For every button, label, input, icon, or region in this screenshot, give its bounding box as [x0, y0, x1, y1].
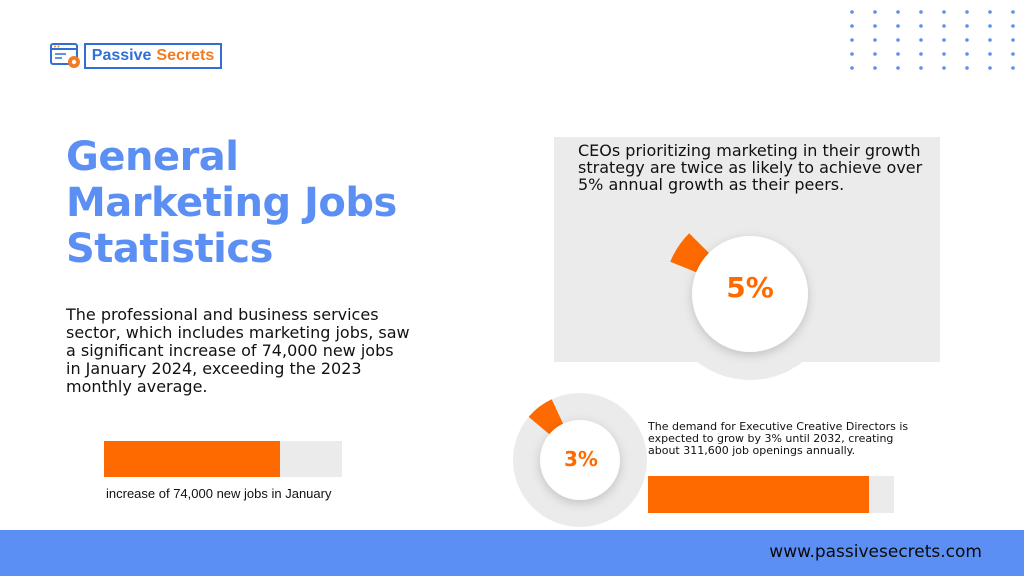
dot: [965, 52, 969, 56]
jobs-increase-bar-fill: [104, 441, 281, 477]
ecd-growth-bar: [648, 476, 894, 513]
dot: [942, 52, 946, 56]
dot: [873, 10, 877, 14]
brand-word-secrets: Secrets: [156, 47, 215, 64]
ceo-ring-center: [692, 236, 808, 352]
ecd-ring-segment: [528, 399, 564, 435]
dot: [896, 66, 900, 70]
dot: [942, 24, 946, 28]
dot: [896, 52, 900, 56]
dot: [988, 24, 992, 28]
ecd-stat-value: 3%: [564, 447, 598, 471]
dot: [988, 10, 992, 14]
dot: [919, 38, 923, 42]
dot: [942, 66, 946, 70]
dot: [850, 52, 854, 56]
dot: [1011, 24, 1015, 28]
dot: [919, 66, 923, 70]
dot: [942, 10, 946, 14]
ecd-stat-text: The demand for Executive Creative Direct…: [648, 420, 909, 457]
dot: [873, 66, 877, 70]
brand-logo[interactable]: Passive Secrets: [50, 42, 222, 70]
dot: [850, 38, 854, 42]
footer-bar: www.passivesecrets.com: [0, 530, 1024, 576]
dot: [1011, 10, 1015, 14]
jobs-increase-caption: increase of 74,000 new jobs in January: [106, 486, 332, 501]
dot: [850, 66, 854, 70]
ceo-ring-segment: [670, 233, 709, 273]
decorative-dot-grid: [850, 10, 1015, 70]
dot: [919, 52, 923, 56]
browser-gear-icon: [50, 43, 80, 68]
dot: [919, 10, 923, 14]
dot: [988, 66, 992, 70]
dot: [919, 24, 923, 28]
dot: [988, 38, 992, 42]
dot: [896, 38, 900, 42]
dot: [896, 10, 900, 14]
dot: [965, 24, 969, 28]
jobs-increase-bar: [104, 441, 342, 477]
dot: [965, 10, 969, 14]
brand-word-passive: Passive: [91, 47, 152, 64]
dot: [873, 52, 877, 56]
dot: [965, 38, 969, 42]
ceo-stat-value: 5%: [726, 271, 774, 304]
dot: [1011, 66, 1015, 70]
brand-name: Passive Secrets: [84, 43, 222, 69]
intro-paragraph: The professional and business services s…: [66, 305, 410, 396]
dot: [850, 10, 854, 14]
dot: [1011, 38, 1015, 42]
dot: [873, 38, 877, 42]
dot: [896, 24, 900, 28]
ecd-ring-center: [540, 420, 620, 500]
dot: [965, 66, 969, 70]
ecd-growth-bar-fill: [648, 476, 870, 513]
ceo-stat-text: CEOs prioritizing marketing in their gro…: [578, 141, 923, 194]
dot: [850, 24, 854, 28]
dot: [942, 38, 946, 42]
dot: [873, 24, 877, 28]
dot: [1011, 52, 1015, 56]
page-title: General Marketing Jobs Statistics: [66, 134, 397, 272]
footer-website-link[interactable]: www.passivesecrets.com: [769, 542, 982, 562]
dot: [988, 52, 992, 56]
